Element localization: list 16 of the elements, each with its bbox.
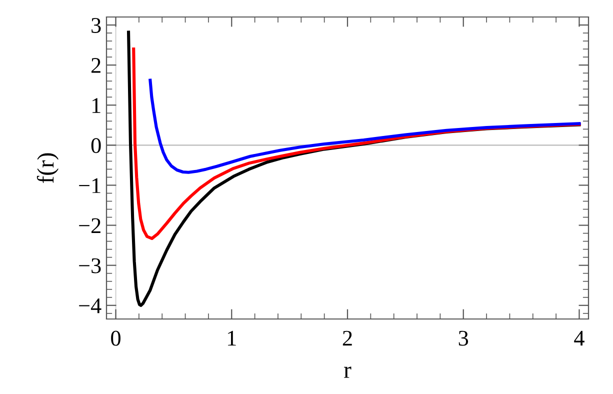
- x-tick-label: 1: [228, 330, 236, 346]
- y-tick-label: −3: [79, 258, 101, 274]
- y-tick-label: −1: [79, 178, 100, 193]
- x-tick-label: 4: [574, 330, 584, 346]
- y-tick-label: 3: [92, 18, 101, 33]
- y-tick-label: 1: [92, 98, 100, 113]
- y-tick-label: −2: [79, 218, 100, 233]
- line-series: [148, 78, 581, 174]
- y-tick-label: 2: [92, 58, 100, 73]
- x-tick-label: 2: [342, 330, 352, 346]
- y-axis-title: f(r): [36, 153, 59, 183]
- x-tick-label: 3: [458, 330, 468, 346]
- x-axis-title: r: [344, 366, 352, 378]
- x-tick-label: 0: [111, 330, 120, 346]
- y-tick-label: −4: [79, 298, 102, 314]
- y-tick-label: 0: [91, 138, 101, 154]
